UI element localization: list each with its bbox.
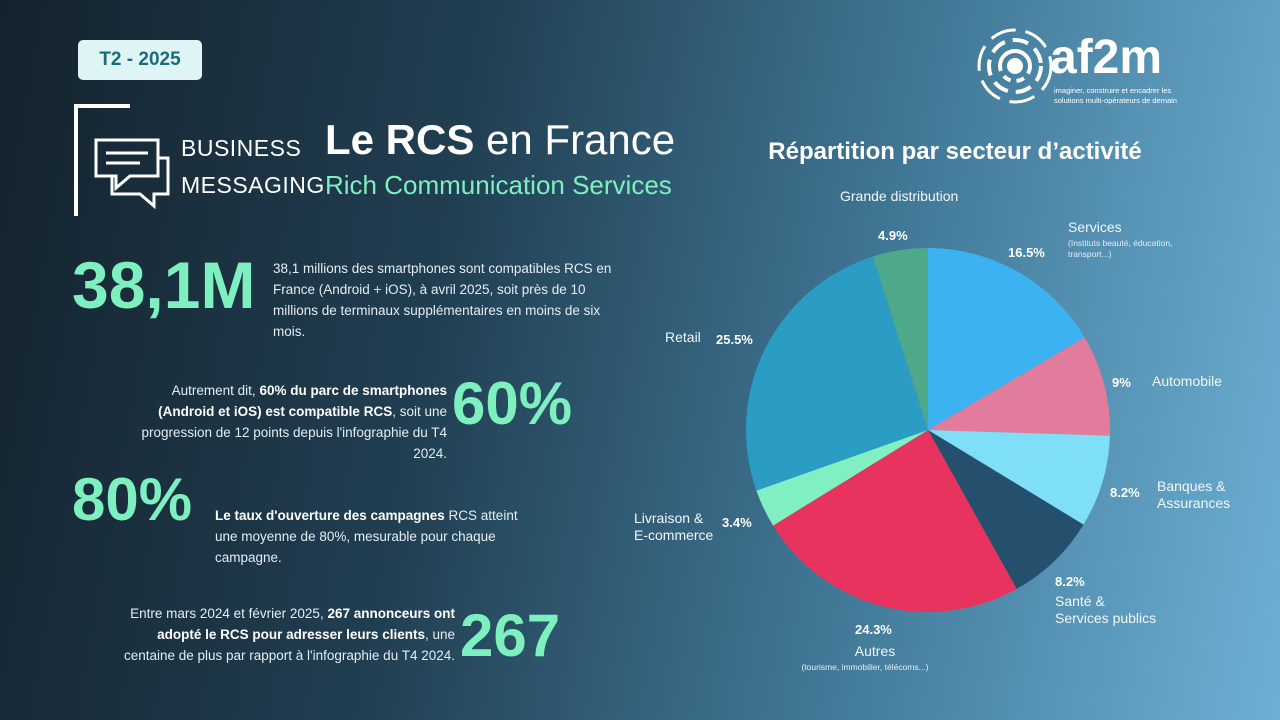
title-rest: en France (486, 116, 676, 163)
value-label: 3.4% (722, 515, 752, 530)
pie-slice (773, 430, 1017, 613)
chat-icon (94, 138, 170, 210)
stat-figure: 80% (72, 466, 193, 533)
slice-label: Automobile (1152, 373, 1223, 389)
logo-mark (977, 28, 1053, 104)
stat-text-segment: Autrement dit, (171, 383, 260, 398)
stat-text-segment: Entre mars 2024 et février 2025, (130, 606, 328, 621)
pie-slice (928, 430, 1110, 525)
slice-note: (Instituts beauté, éducation, transport.… (1068, 238, 1173, 259)
kicker: BUSINESS (181, 135, 302, 161)
slice-label: Banques & Assurances (1157, 478, 1231, 511)
pie-slice (756, 430, 928, 526)
slice-label: Services (1068, 219, 1122, 235)
stat-text: Le taux d'ouverture des campagnes RCS at… (215, 505, 535, 568)
chart-title: Répartition par secteur d’activité (768, 138, 1142, 165)
logo-tagline: imaginer, construire et encadrer les sol… (1054, 86, 1177, 105)
title: Le RCS en France (325, 116, 675, 164)
slice-label: Autres (854, 643, 896, 659)
stat-text-segment: , soit une progression de 12 points depu… (141, 404, 447, 461)
value-label: 8.2% (1110, 485, 1140, 500)
pie-slice (745, 256, 928, 491)
kicker: MESSAGING (181, 172, 325, 198)
slice-label: Retail (665, 329, 701, 345)
logo-name: af2m (1050, 31, 1163, 84)
stat-text: Entre mars 2024 et février 2025, 267 ann… (118, 603, 455, 666)
stat-text-segment: , une centaine de plus par rapport à l'i… (123, 627, 455, 663)
value-label: 4.9% (878, 228, 908, 243)
stat-figure: 267 (460, 602, 561, 669)
slice-note: (tourisme, immobilier, télécoms...) (801, 662, 929, 672)
pie-slice (928, 337, 1110, 436)
value-label: 8.2% (1055, 574, 1085, 589)
bracket (74, 104, 130, 216)
pie-slice (872, 248, 928, 430)
pie-slice (928, 248, 1085, 430)
stat-text-segment: RCS atteint une moyenne de 80%, mesurabl… (215, 508, 518, 565)
value-label: 24.3% (855, 622, 892, 637)
stat-figure: 60% (452, 370, 573, 437)
stat-text-segment: Le taux d'ouverture des campagnes (215, 508, 445, 523)
title-bold: Le RCS (325, 116, 475, 163)
stat-text-segment: 38,1 millions des smartphones sont compa… (273, 261, 612, 339)
slice-label: Livraison & E-commerce (634, 510, 714, 543)
value-label: 9% (1112, 375, 1131, 390)
stat-text-segment: 267 annonceurs ont adopté le RCS pour ad… (157, 606, 455, 642)
value-label: 16.5% (1008, 245, 1045, 260)
value-label: 25.5% (716, 332, 753, 347)
subtitle: Rich Communication Services (325, 170, 672, 200)
stat-text: Autrement dit, 60% du parc de smartphone… (118, 380, 447, 464)
quarter-badge: T2 - 2025 (78, 40, 202, 80)
stat-figure: 38,1M (72, 248, 256, 322)
slice-label: Santé & Services publics (1055, 593, 1157, 626)
slice-label: Grande distribution (840, 188, 959, 204)
stat-text-segment: 60% du parc de smartphones (Android et i… (158, 383, 447, 419)
pie-slice (928, 430, 1084, 589)
stat-text: 38,1 millions des smartphones sont compa… (273, 258, 618, 342)
